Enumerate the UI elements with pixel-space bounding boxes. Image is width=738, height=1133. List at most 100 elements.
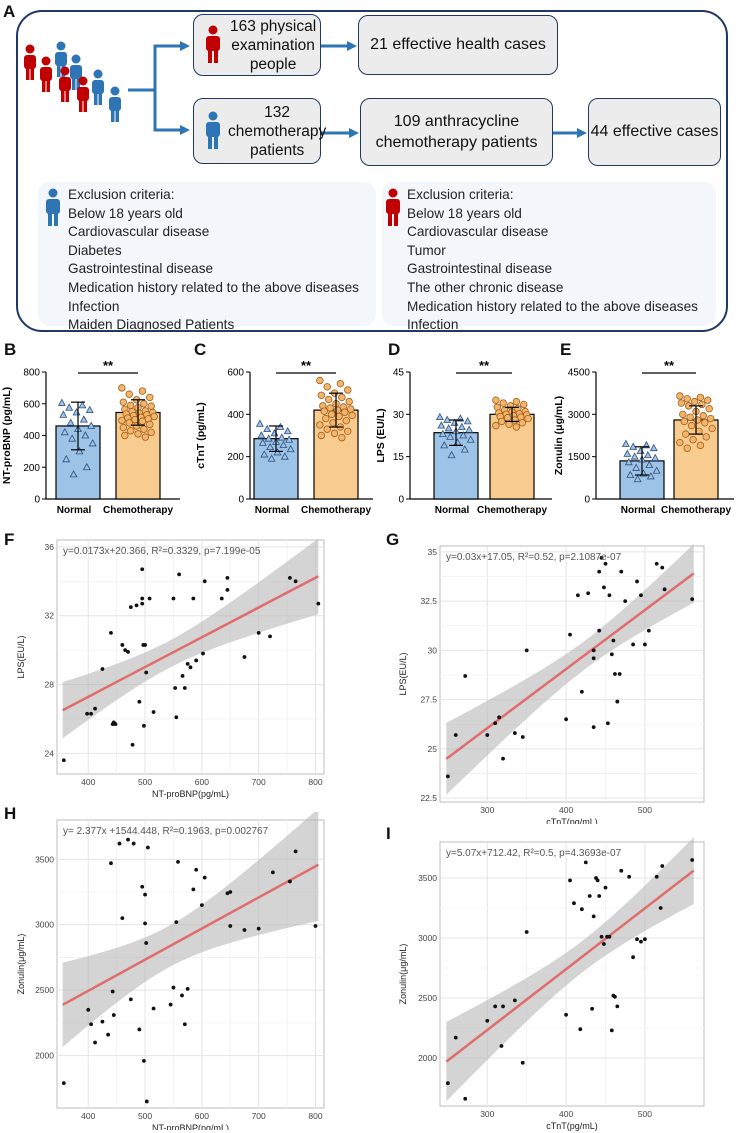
data-point bbox=[147, 596, 152, 601]
data-point-normal bbox=[68, 434, 77, 442]
y-tick-label: 3000 bbox=[35, 920, 54, 930]
x-tick-label: 400 bbox=[81, 1111, 95, 1121]
data-point-chemotherapy bbox=[330, 429, 339, 438]
person-red-icon bbox=[386, 188, 400, 226]
data-point bbox=[631, 955, 635, 960]
data-point bbox=[578, 1027, 583, 1032]
data-point bbox=[171, 596, 176, 601]
chemotherapy-box: 132 chemotherapy patients bbox=[193, 98, 326, 164]
data-point bbox=[293, 579, 298, 584]
data-point bbox=[288, 879, 292, 884]
data-point-normal bbox=[78, 401, 87, 409]
data-point-normal bbox=[255, 419, 264, 427]
data-point bbox=[242, 928, 247, 932]
y-tick-label: 15 bbox=[393, 452, 405, 463]
data-point bbox=[520, 1060, 525, 1065]
y-tick-label: 24 bbox=[45, 748, 55, 758]
data-point bbox=[654, 874, 659, 879]
data-point bbox=[106, 1032, 111, 1037]
data-point-chemotherapy bbox=[679, 410, 687, 419]
data-point-normal bbox=[280, 452, 289, 460]
scatter-chart-f: 400 500 600 700 800 24 28 32 36 y=0.0173x+20.366,… bbox=[16, 538, 325, 799]
data-point-chemotherapy bbox=[138, 387, 147, 395]
x-tick-label: 400 bbox=[559, 1109, 573, 1119]
scatter-chart-h: 400 500 600 700 800 2000 2500 3000 3500 y= 2.377x… bbox=[16, 812, 325, 1130]
data-point bbox=[615, 1004, 620, 1009]
data-point-chemotherapy bbox=[498, 417, 506, 426]
data-point-normal bbox=[438, 429, 447, 437]
exclusion-right-item: The other chronic disease bbox=[407, 279, 564, 295]
data-point-chemotherapy bbox=[708, 424, 716, 433]
box3-line2: chemotherapy bbox=[228, 122, 327, 140]
data-point bbox=[586, 591, 591, 596]
data-point-chemotherapy bbox=[702, 433, 710, 441]
data-point bbox=[225, 891, 230, 896]
data-point bbox=[171, 985, 176, 990]
data-point-chemotherapy bbox=[119, 423, 128, 432]
data-point bbox=[111, 1013, 116, 1017]
data-point-normal bbox=[645, 460, 654, 469]
panel-letter-c: C bbox=[194, 340, 207, 359]
data-point bbox=[100, 1019, 105, 1024]
data-point-normal bbox=[257, 431, 266, 439]
data-point bbox=[137, 1027, 142, 1032]
data-point bbox=[497, 715, 502, 720]
x-tick-label: 700 bbox=[252, 1111, 266, 1121]
data-point bbox=[603, 885, 608, 890]
y-tick-label: 22.5 bbox=[420, 793, 437, 803]
regression-equation: y= 2.377x +1544.448, R²=0.1963, p=0.0027… bbox=[63, 826, 269, 837]
data-point bbox=[131, 841, 136, 846]
data-point bbox=[611, 638, 616, 643]
data-point-chemotherapy bbox=[140, 400, 148, 408]
data-point bbox=[151, 710, 156, 714]
bar-chart-c: 0 200 400 600 cTnT (pg/mL) Normal Chemotherapy… bbox=[195, 360, 373, 516]
data-point bbox=[143, 892, 147, 897]
data-point bbox=[194, 867, 199, 872]
data-point-chemotherapy bbox=[499, 399, 507, 407]
x-tick-label: 600 bbox=[195, 1111, 209, 1121]
data-point bbox=[619, 868, 624, 873]
y-tick-label: 36 bbox=[45, 542, 55, 552]
person-blue-icon bbox=[46, 188, 60, 226]
category-label: Chemotherapy bbox=[301, 505, 371, 516]
data-point-normal bbox=[57, 398, 66, 406]
data-point-normal bbox=[443, 415, 452, 423]
data-point-normal bbox=[264, 434, 273, 442]
x-tick-label: 500 bbox=[138, 1111, 152, 1121]
exclusion-left-list: Exclusion criteria: Below 18 years old C… bbox=[68, 186, 359, 335]
data-point bbox=[642, 642, 647, 647]
data-point bbox=[615, 699, 620, 704]
data-point bbox=[225, 575, 230, 580]
data-point-chemotherapy bbox=[320, 407, 328, 415]
data-point-chemotherapy bbox=[317, 391, 326, 399]
data-point bbox=[631, 642, 635, 647]
data-point-chemotherapy bbox=[132, 422, 141, 430]
data-point-normal bbox=[466, 435, 475, 443]
data-point bbox=[176, 859, 180, 864]
data-point bbox=[623, 599, 628, 604]
data-point-chemotherapy bbox=[121, 431, 129, 440]
data-point-normal bbox=[258, 438, 267, 446]
data-point-chemotherapy bbox=[512, 397, 521, 406]
data-point bbox=[288, 575, 292, 580]
data-point bbox=[100, 667, 105, 671]
data-point-chemotherapy bbox=[118, 384, 126, 392]
data-point bbox=[180, 674, 185, 678]
y-tick-label: 400 bbox=[227, 410, 244, 421]
data-point bbox=[463, 674, 468, 678]
data-point bbox=[242, 655, 247, 659]
data-point bbox=[143, 921, 147, 926]
y-tick-label: 2000 bbox=[418, 1053, 437, 1063]
data-point-chemotherapy bbox=[125, 419, 133, 427]
data-point-normal bbox=[446, 432, 455, 440]
data-point bbox=[445, 774, 450, 779]
exclusion-left-item: Infection bbox=[68, 298, 120, 314]
data-point-normal bbox=[87, 421, 96, 429]
data-point bbox=[512, 731, 517, 735]
data-point-chemotherapy bbox=[511, 416, 519, 424]
data-point bbox=[627, 874, 632, 879]
box3-line3: patients bbox=[249, 141, 305, 159]
data-point bbox=[576, 593, 580, 598]
regression-line bbox=[62, 863, 319, 1006]
data-point bbox=[123, 648, 128, 653]
